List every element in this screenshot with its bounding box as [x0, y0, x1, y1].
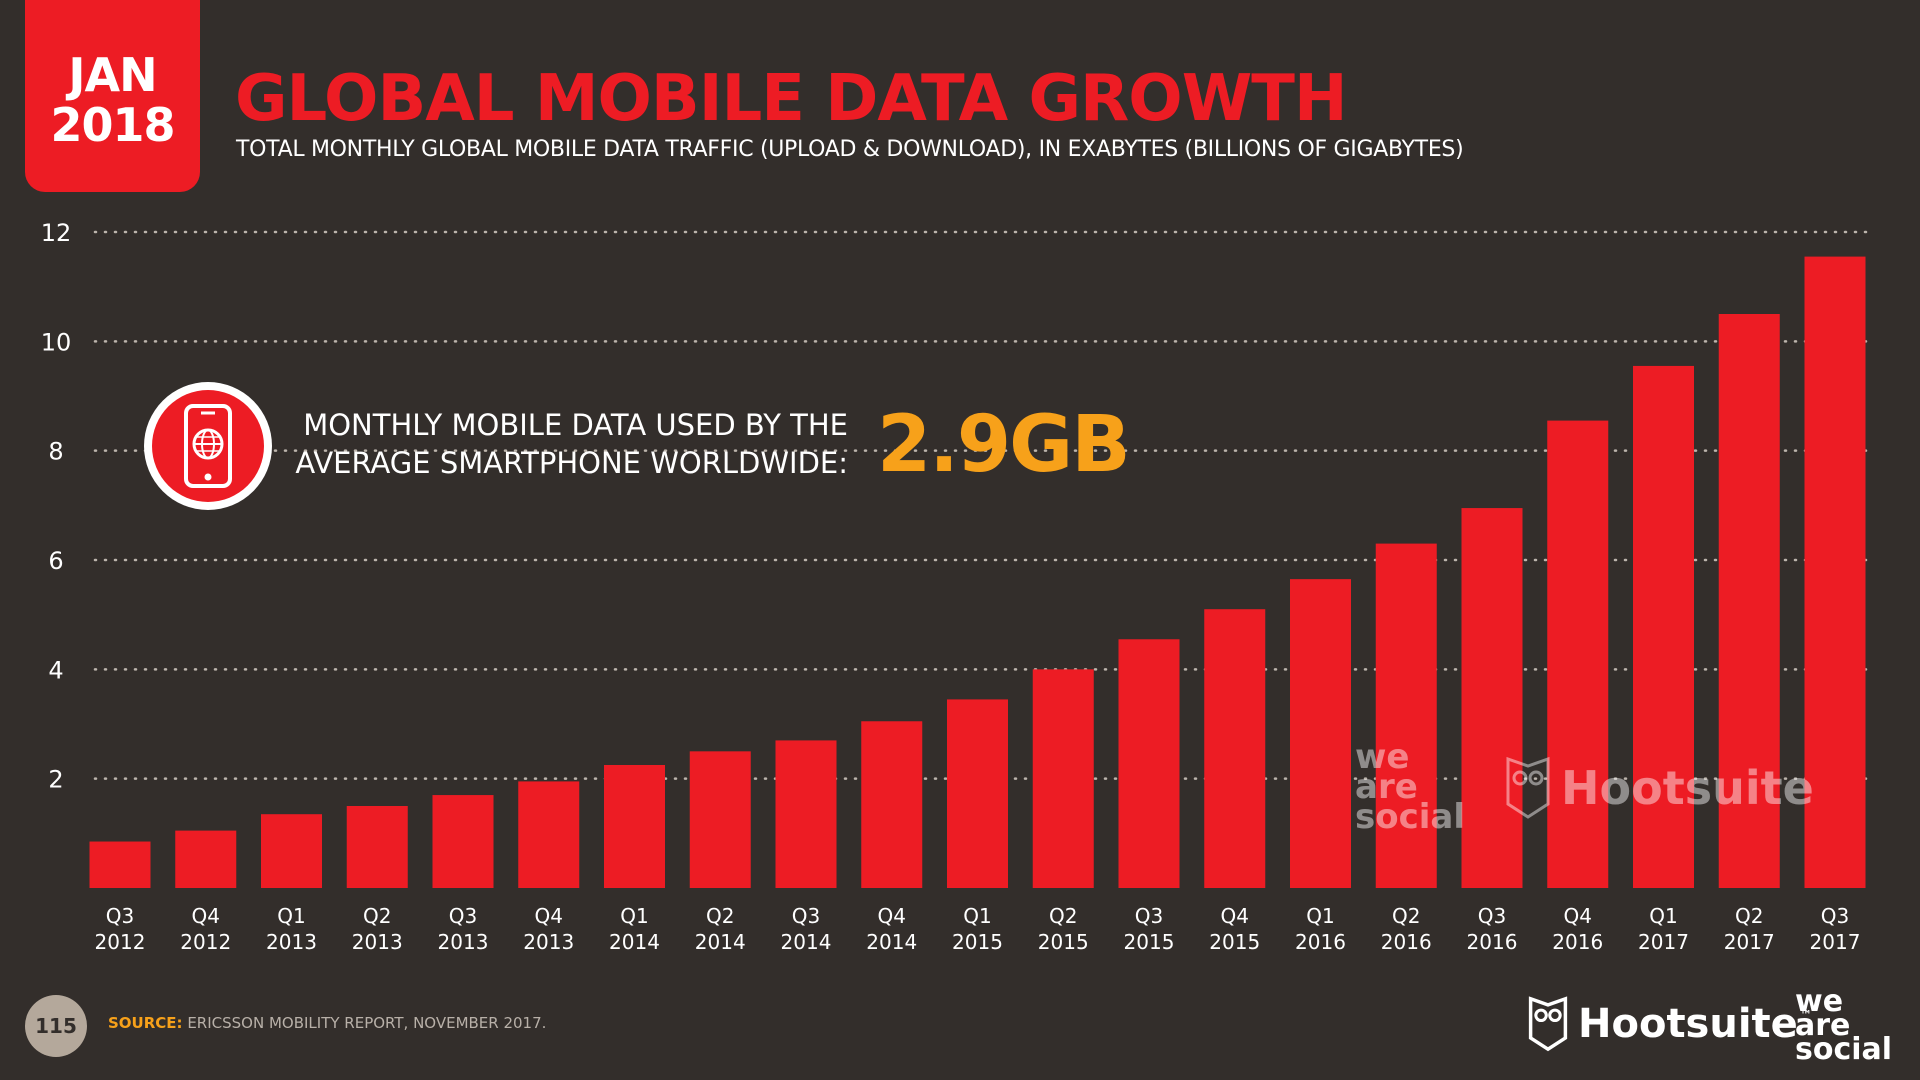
x-tick-label-year: 2013 — [438, 930, 489, 954]
x-tick-label-quarter: Q2 — [1392, 904, 1420, 928]
x-tick-label-quarter: Q2 — [706, 904, 734, 928]
x-tick-label-quarter: Q3 — [1821, 904, 1849, 928]
owl-icon — [1528, 996, 1568, 1052]
x-tick-label-quarter: Q1 — [620, 904, 648, 928]
bar — [1375, 543, 1437, 888]
x-tick-label-year: 2014 — [781, 930, 832, 954]
x-tick-label-quarter: Q3 — [1135, 904, 1163, 928]
x-tick-label-year: 2013 — [523, 930, 574, 954]
x-tick-label-quarter: Q4 — [1564, 904, 1592, 928]
y-tick-label: 4 — [48, 656, 63, 684]
bar — [1204, 609, 1266, 888]
bar — [1290, 579, 1351, 888]
we-are-social-logo: we are social — [1795, 984, 1893, 1067]
x-tick-label-year: 2012 — [180, 930, 231, 954]
bar — [1032, 669, 1094, 888]
x-tick-label-quarter: Q1 — [963, 904, 991, 928]
badge-month: JAN — [68, 48, 157, 102]
smartphone-globe-icon — [144, 382, 272, 510]
x-tick-label-quarter: Q4 — [1221, 904, 1249, 928]
logo-are: are — [1795, 1008, 1851, 1043]
y-tick-label: 8 — [48, 438, 63, 466]
bar — [775, 740, 837, 888]
y-tick-label: 6 — [48, 547, 63, 575]
logo-we: we — [1795, 984, 1844, 1019]
bar — [861, 721, 923, 888]
badge-year: 2018 — [50, 98, 175, 152]
x-tick-label-year: 2013 — [266, 930, 317, 954]
trademark-mark: ™ — [1799, 1008, 1812, 1022]
x-tick-label-quarter: Q3 — [792, 904, 820, 928]
x-tick-label-quarter: Q3 — [106, 904, 134, 928]
callout-line-2: AVERAGE SMARTPHONE WORLDWIDE: — [295, 446, 848, 480]
x-tick-label-quarter: Q3 — [449, 904, 477, 928]
logo-social: social — [1795, 1032, 1893, 1067]
y-tick-label: 10 — [41, 328, 72, 356]
callout-value: 2.9GB — [877, 400, 1131, 490]
bar — [1718, 314, 1780, 888]
source-note: SOURCE: ERICSSON MOBILITY REPORT, NOVEMB… — [108, 1014, 546, 1032]
page-number: 115 — [25, 995, 87, 1057]
x-tick-label-quarter: Q1 — [1649, 904, 1677, 928]
watermark-social: social — [1355, 797, 1466, 837]
x-tick-label-year: 2017 — [1724, 930, 1775, 954]
bar — [432, 795, 494, 888]
x-tick-label-quarter: Q4 — [878, 904, 906, 928]
source-label: SOURCE: — [108, 1014, 183, 1032]
bar — [604, 765, 665, 888]
x-tick-label-quarter: Q1 — [1306, 904, 1334, 928]
x-tick-label-year: 2014 — [609, 930, 660, 954]
x-tick-label-year: 2016 — [1381, 930, 1432, 954]
x-tick-label-quarter: Q3 — [1478, 904, 1506, 928]
x-tick-label-year: 2014 — [695, 930, 746, 954]
x-tick-label-year: 2016 — [1295, 930, 1346, 954]
x-tick-label-quarter: Q2 — [1735, 904, 1763, 928]
bar — [1461, 508, 1523, 888]
x-tick-label-year: 2015 — [952, 930, 1003, 954]
x-tick-label-year: 2015 — [1209, 930, 1260, 954]
bar — [1804, 256, 1866, 889]
watermark-hootsuite: Hootsuite — [1561, 761, 1814, 815]
source-text: ERICSSON MOBILITY REPORT, NOVEMBER 2017. — [182, 1014, 547, 1032]
watermark-are: are — [1355, 767, 1418, 807]
x-tick-label-year: 2017 — [1638, 930, 1689, 954]
bar — [261, 814, 322, 888]
x-tick-label-quarter: Q4 — [535, 904, 563, 928]
callout-text: MONTHLY MOBILE DATA USED BY THE AVERAGE … — [295, 406, 848, 482]
x-tick-label-year: 2013 — [352, 930, 403, 954]
bar — [1118, 639, 1180, 888]
y-tick-label: 12 — [41, 219, 72, 247]
callout-line-1: MONTHLY MOBILE DATA USED BY THE — [303, 408, 848, 442]
x-tick-label-quarter: Q4 — [192, 904, 220, 928]
x-tick-label-quarter: Q1 — [277, 904, 305, 928]
bar — [346, 806, 408, 888]
x-tick-label-year: 2015 — [1038, 930, 1089, 954]
x-tick-label-year: 2016 — [1552, 930, 1603, 954]
owl-icon — [1506, 756, 1550, 819]
x-tick-label-year: 2016 — [1467, 930, 1518, 954]
hootsuite-logo: Hootsuite ™ — [1528, 996, 1812, 1052]
bar — [689, 751, 751, 888]
hootsuite-wordmark: Hootsuite — [1578, 1001, 1798, 1047]
page-title: GLOBAL MOBILE DATA GROWTH — [235, 62, 1347, 136]
bar — [1633, 365, 1694, 888]
watermark-we: we — [1355, 737, 1410, 777]
x-tick-label-year: 2015 — [1124, 930, 1175, 954]
bar — [947, 699, 1008, 888]
page-subtitle: TOTAL MONTHLY GLOBAL MOBILE DATA TRAFFIC… — [236, 137, 1464, 162]
x-tick-label-year: 2014 — [866, 930, 917, 954]
x-tick-label-quarter: Q2 — [363, 904, 391, 928]
we-are-social-watermark: we are social — [1355, 737, 1466, 837]
hootsuite-watermark: Hootsuite — [1505, 756, 1814, 820]
bar — [1547, 420, 1609, 888]
date-badge: JAN 2018 — [25, 0, 200, 192]
x-tick-label-year: 2017 — [1810, 930, 1861, 954]
y-tick-label: 2 — [48, 766, 63, 794]
bar — [175, 830, 237, 888]
x-tick-label-year: 2012 — [95, 930, 146, 954]
bar — [518, 781, 580, 888]
bar — [89, 841, 151, 888]
x-tick-label-quarter: Q2 — [1049, 904, 1077, 928]
